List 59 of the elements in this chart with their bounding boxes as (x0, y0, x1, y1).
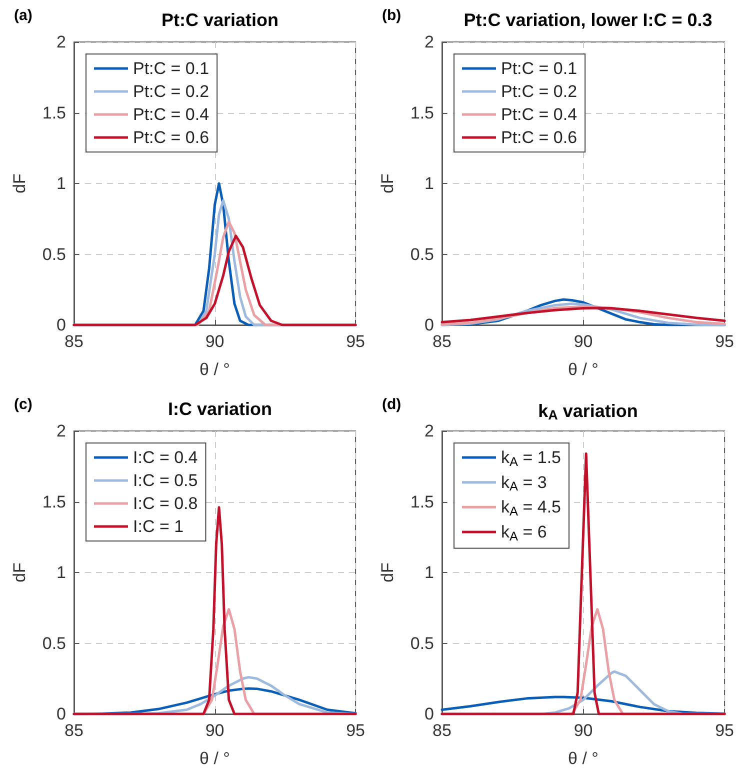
y-tick-label: 1.5 (42, 103, 66, 122)
legend-label: I:C = 0.8 (133, 494, 198, 513)
y-tick-label: 0 (56, 704, 66, 724)
legend-label: Pt:C = 0.2 (501, 82, 578, 101)
y-tick-label: 2 (424, 32, 434, 52)
y-tick-label: 0.5 (42, 634, 66, 653)
legend-label: Pt:C = 0.6 (133, 128, 210, 147)
y-tick-label: 1 (424, 174, 434, 193)
x-tick-label: 95 (715, 332, 734, 351)
chart-title: I:C variation (168, 399, 272, 419)
x-axis-title: θ / ° (200, 360, 230, 379)
y-tick-label: 1.5 (42, 492, 66, 512)
y-tick-label: 2 (56, 32, 66, 52)
y-tick-label: 0 (56, 316, 66, 334)
x-tick-label: 90 (574, 332, 593, 351)
x-tick-label: 95 (715, 721, 734, 740)
y-axis-title: dF (378, 562, 397, 582)
legend-label: Pt:C = 0.6 (501, 128, 578, 147)
y-tick-label: 0.5 (42, 244, 66, 264)
x-axis-title: θ / ° (200, 749, 230, 768)
y-tick-label: 1 (56, 174, 66, 193)
legend-label: Pt:C = 0.2 (133, 82, 210, 101)
legend-label: I:C = 0.5 (133, 471, 198, 490)
text: (b) (382, 7, 402, 24)
x-axis-title: θ / ° (568, 749, 598, 768)
y-tick-label: 0 (424, 316, 434, 334)
x-tick-label: 85 (64, 332, 84, 351)
legend-label: Pt:C = 0.1 (133, 59, 210, 78)
legend-label: Pt:C = 0.4 (133, 105, 210, 124)
x-axis-title: θ / ° (568, 360, 598, 379)
x-tick-label: 95 (346, 721, 366, 740)
y-axis-title: dF (10, 174, 29, 194)
x-tick-label: 90 (205, 721, 224, 740)
y-tick-label: 1 (424, 563, 434, 582)
legend-label: Pt:C = 0.4 (501, 105, 578, 124)
y-axis-title: dF (378, 174, 397, 194)
y-tick-label: 1.5 (410, 103, 434, 122)
y-axis-title: dF (10, 562, 29, 582)
x-tick-label: 90 (574, 721, 593, 740)
x-tick-label: 95 (346, 332, 366, 351)
y-tick-label: 0.5 (410, 244, 434, 264)
chart-title: Pt:C variation (161, 10, 279, 30)
y-tick-label: 2 (424, 422, 434, 440)
text: (a) (14, 7, 32, 24)
y-tick-label: 1.5 (410, 492, 434, 512)
y-tick-label: 2 (56, 422, 66, 440)
x-tick-label: 85 (432, 332, 452, 351)
legend-label: I:C = 1 (133, 517, 184, 536)
x-tick-label: 90 (205, 332, 224, 351)
legend-label: Pt:C = 0.1 (501, 59, 578, 78)
text: (d) (382, 396, 402, 413)
x-tick-label: 85 (432, 721, 452, 740)
y-tick-label: 0 (424, 704, 434, 724)
x-tick-label: 85 (64, 721, 84, 740)
legend-label: I:C = 0.4 (133, 448, 198, 467)
chart-title: Pt:C variation, lower I:C = 0.3 (464, 10, 712, 30)
y-tick-label: 1 (56, 563, 66, 582)
y-tick-label: 0.5 (410, 634, 434, 653)
text: (c) (14, 396, 32, 413)
